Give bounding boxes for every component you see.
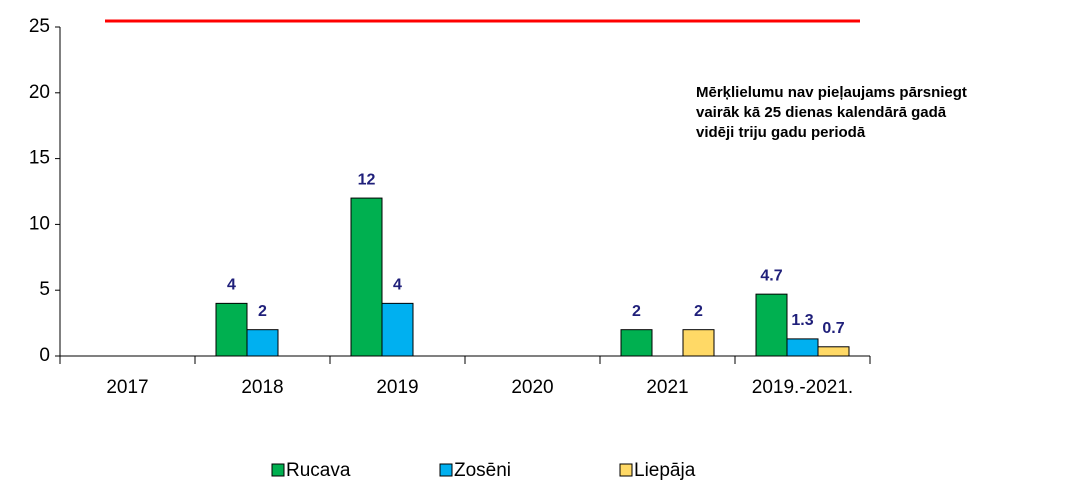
y-tick-label: 20: [29, 82, 50, 103]
y-tick-label: 25: [29, 16, 50, 37]
value-label: 1.3: [791, 312, 813, 329]
bar: [620, 329, 653, 357]
legend-label: Zosēni: [454, 460, 511, 481]
value-label: 0.7: [822, 320, 844, 337]
annotation: Mērķlielumu nav pieļaujams pārsniegt: [696, 84, 967, 101]
value-label: 2: [694, 303, 703, 320]
legend-label: Liepāja: [634, 460, 696, 481]
x-tick-label: 2017: [106, 377, 148, 398]
value-label: 12: [358, 171, 376, 188]
legend-swatch: [439, 463, 453, 477]
bar: [215, 302, 248, 357]
x-tick-label: 2020: [511, 377, 553, 398]
x-tick-label: 2021: [646, 377, 688, 398]
bar: [381, 302, 414, 357]
bar: [755, 293, 788, 357]
value-label: 2: [258, 303, 267, 320]
bar: [246, 329, 279, 357]
y-tick-label: 0: [39, 345, 50, 366]
bar: [350, 197, 383, 357]
bar: [786, 338, 819, 357]
annotation: vidēji triju gadu periodā: [696, 124, 866, 141]
value-label: 4.7: [760, 267, 782, 284]
y-tick-label: 15: [29, 148, 50, 169]
value-label: 4: [227, 277, 236, 294]
bar: [682, 329, 715, 357]
x-tick-label: 2019: [376, 377, 418, 398]
value-label: 4: [393, 277, 402, 294]
x-tick-label: 2018: [241, 377, 283, 398]
legend-swatch: [619, 463, 633, 477]
bar: [817, 346, 850, 357]
legend-swatch: [271, 463, 285, 477]
y-tick-label: 10: [29, 213, 50, 234]
annotation: vairāk kā 25 dienas kalendārā gadā: [696, 104, 947, 121]
x-tick-label: 2019.-2021.: [752, 377, 853, 398]
value-label: 2: [632, 303, 641, 320]
y-tick-label: 5: [39, 279, 50, 300]
legend-label: Rucava: [286, 460, 351, 481]
